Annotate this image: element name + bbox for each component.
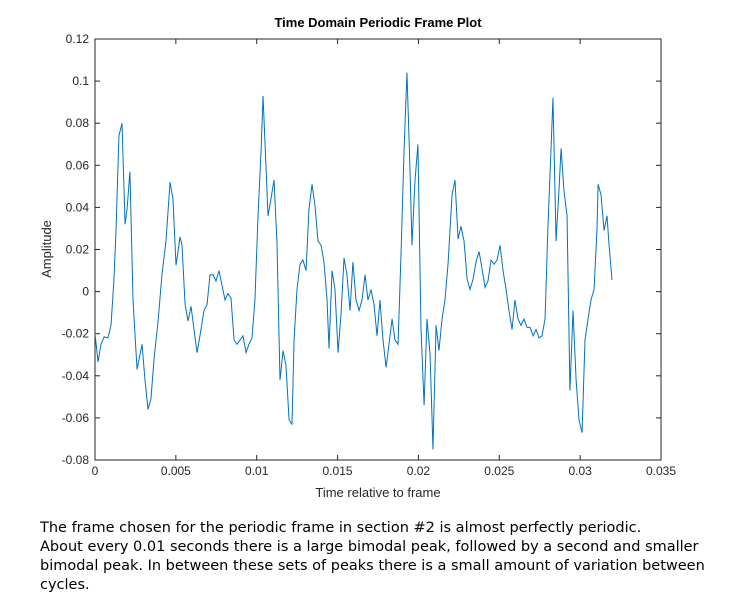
- x-tick-label: 0: [92, 464, 99, 478]
- y-tick-label: 0.04: [66, 200, 90, 214]
- caption-line: About every 0.01 seconds there is a larg…: [40, 539, 699, 555]
- y-tick-label: 0.1: [72, 74, 89, 88]
- caption: The frame chosen for the periodic frame …: [40, 519, 720, 595]
- x-tick-label: 0.005: [161, 464, 191, 478]
- y-axis-label: Amplitude: [39, 220, 54, 278]
- x-tick-label: 0.01: [245, 464, 269, 478]
- y-tick-label: -0.04: [62, 369, 90, 383]
- y-tick-label: 0: [82, 285, 89, 299]
- x-tick-label: 0.03: [568, 464, 592, 478]
- plot-frame: [94, 38, 662, 461]
- y-tick-label: -0.08: [62, 453, 90, 467]
- caption-line: The frame chosen for the periodic frame …: [40, 520, 642, 536]
- y-tick-label: 0.02: [66, 243, 90, 257]
- y-tick-label: 0.08: [66, 116, 90, 130]
- x-tick-label: 0.035: [646, 464, 676, 478]
- x-axis-label: Time relative to frame: [315, 485, 440, 500]
- y-tick-label: -0.06: [62, 411, 90, 425]
- chart-title: Time Domain Periodic Frame Plot: [274, 15, 482, 30]
- caption-line: cycles.: [40, 577, 90, 593]
- x-tick-label: 0.025: [484, 464, 514, 478]
- chart: Time Domain Periodic Frame Plot Time rel…: [39, 15, 676, 500]
- y-tick-label: -0.02: [62, 327, 90, 341]
- caption-line: bimodal peak. In between these sets of p…: [40, 558, 705, 574]
- y-tick-label: 0.06: [66, 158, 90, 172]
- y-tick-label: 0.12: [66, 32, 90, 46]
- data-line: [94, 72, 613, 450]
- x-tick-label: 0.02: [407, 464, 431, 478]
- x-tick-label: 0.015: [323, 464, 353, 478]
